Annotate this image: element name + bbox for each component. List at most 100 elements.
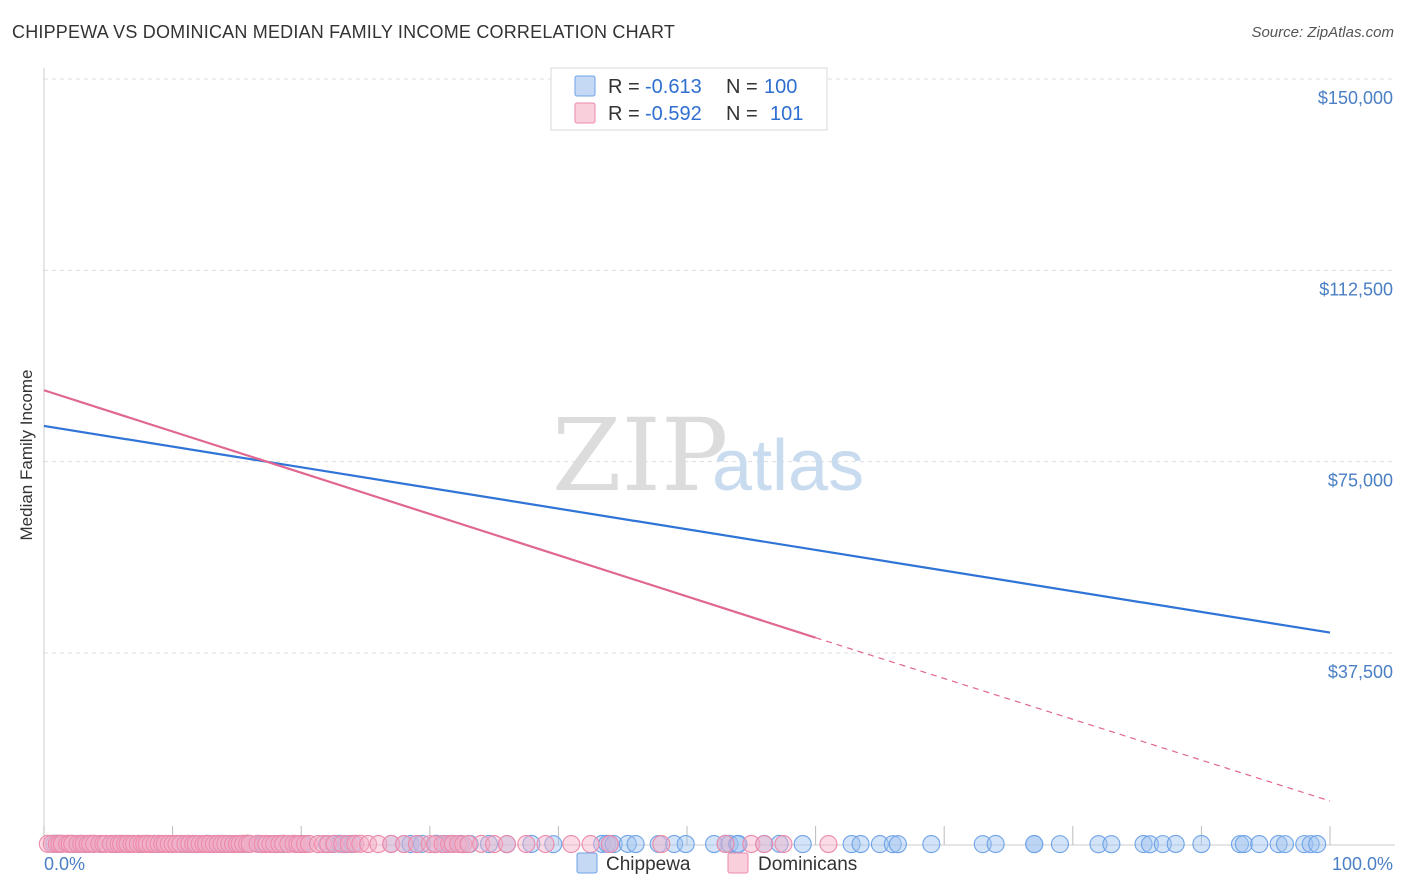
chippewa-point bbox=[1050, 835, 1069, 854]
chippewa-point bbox=[1102, 835, 1121, 854]
legend-row-dominicans: R = -0.592 N = 101 bbox=[574, 102, 803, 125]
dominican-point bbox=[581, 835, 600, 854]
bottom-legend-label-chippewa: Chippewa bbox=[606, 854, 691, 875]
legend-n-value: 100 bbox=[764, 76, 797, 98]
chippewa-point bbox=[851, 835, 870, 854]
bottom-legend: Chippewa Dominicans bbox=[576, 852, 857, 875]
chippewa-point bbox=[1192, 834, 1211, 854]
dominican-trend-line bbox=[43, 389, 816, 639]
legend: R = -0.613 N = 100 R = -0.592 N = 101 bbox=[550, 67, 828, 131]
chippewa-point bbox=[729, 834, 748, 854]
chippewa-point bbox=[1250, 835, 1269, 854]
chippewa-point bbox=[618, 834, 637, 853]
y-tick-label: $150,000 bbox=[1318, 88, 1393, 108]
dominican-point bbox=[52, 834, 72, 853]
data-points bbox=[38, 834, 1327, 854]
legend-r-label: R = bbox=[608, 103, 640, 125]
chippewa-point bbox=[626, 834, 645, 854]
chippewa-point bbox=[1166, 834, 1185, 853]
dominican-point bbox=[454, 835, 473, 854]
dominican-point bbox=[346, 834, 365, 853]
y-axis-label: Median Family Income bbox=[17, 369, 36, 540]
chart-title: CHIPPEWA VS DOMINICAN MEDIAN FAMILY INCO… bbox=[12, 22, 676, 42]
dominican-point bbox=[230, 834, 249, 854]
dominican-point bbox=[449, 834, 468, 854]
chippewa-point bbox=[1140, 835, 1160, 854]
dominican-point bbox=[42, 834, 61, 853]
chippewa-point bbox=[1089, 835, 1108, 854]
chippewa-point bbox=[922, 835, 941, 854]
dominican-point bbox=[497, 835, 517, 854]
chippewa-point bbox=[888, 835, 907, 854]
dominican-point bbox=[296, 834, 315, 854]
dominican-point bbox=[774, 834, 793, 854]
chippewa-point bbox=[770, 834, 789, 853]
chippewa-point bbox=[1269, 835, 1288, 854]
dominican-point bbox=[819, 834, 838, 854]
chippewa-point bbox=[1134, 834, 1153, 854]
dominican-point bbox=[407, 834, 426, 854]
dominican-point bbox=[149, 834, 168, 853]
dominican-point bbox=[369, 835, 388, 854]
axes bbox=[43, 68, 1395, 846]
chippewa-point bbox=[883, 835, 902, 854]
chippewa-point bbox=[973, 835, 992, 854]
legend-n-label: N = bbox=[726, 76, 758, 98]
dominican-point bbox=[716, 834, 735, 853]
chippewa-point bbox=[522, 834, 541, 853]
legend-swatch-dominicans bbox=[574, 102, 596, 124]
bottom-legend-swatch-chippewa bbox=[576, 852, 598, 874]
trend-lines bbox=[43, 389, 1331, 802]
bottom-legend-label-dominicans: Dominicans bbox=[758, 854, 857, 875]
dominican-point bbox=[74, 834, 93, 853]
chippewa-point bbox=[479, 834, 499, 854]
y-tick-label: $37,500 bbox=[1328, 662, 1393, 682]
chart-source: Source: ZipAtlas.com bbox=[1251, 24, 1394, 41]
dominican-point bbox=[325, 834, 344, 853]
legend-r-label: R = bbox=[608, 76, 640, 98]
grid-lines bbox=[44, 78, 1395, 654]
dominican-point bbox=[652, 835, 671, 854]
chippewa-point bbox=[604, 835, 623, 854]
chippewa-point bbox=[1275, 835, 1295, 854]
dominican-point bbox=[382, 834, 401, 853]
chippewa-point bbox=[1234, 835, 1253, 854]
dominican-point bbox=[600, 834, 619, 854]
dominican-point bbox=[755, 835, 774, 854]
dominican-point bbox=[359, 834, 378, 854]
dominican-point bbox=[459, 835, 478, 854]
dominican-point bbox=[145, 834, 164, 853]
chippewa-point bbox=[1230, 835, 1250, 854]
legend-swatch-chippewa bbox=[574, 75, 596, 97]
dominican-point bbox=[333, 835, 352, 854]
y-tick-label: $112,500 bbox=[1319, 279, 1393, 299]
chippewa-point bbox=[413, 834, 432, 853]
dominican-point bbox=[319, 835, 338, 854]
watermark-zip: ZIP bbox=[552, 397, 728, 514]
dominican-point bbox=[351, 834, 370, 853]
chippewa-point bbox=[793, 835, 812, 854]
dominican-point bbox=[234, 834, 253, 853]
dominican-point bbox=[220, 834, 239, 854]
dominican-point bbox=[517, 834, 536, 854]
chippewa-point bbox=[1308, 835, 1327, 854]
bottom-legend-swatch-dominicans bbox=[727, 852, 749, 874]
dominican-point bbox=[443, 834, 462, 853]
dominican-point bbox=[395, 835, 414, 854]
dominican-point bbox=[562, 834, 581, 854]
chippewa-point bbox=[1025, 835, 1044, 854]
legend-box bbox=[550, 67, 828, 131]
dominican-point bbox=[190, 834, 209, 854]
x-tick-label: 0.0% bbox=[44, 854, 85, 874]
legend-row-chippewa: R = -0.613 N = 100 bbox=[574, 75, 797, 98]
dominican-point bbox=[742, 834, 761, 854]
y-tick-label: $75,000 bbox=[1328, 471, 1393, 491]
chippewa-point bbox=[870, 835, 889, 854]
x-tick-label: 100.0% bbox=[1332, 854, 1393, 874]
tick-labels: $37,500 $75,000 $112,500 $150,000 0.0% 100.0% bbox=[44, 88, 1393, 874]
dominican-point bbox=[425, 835, 444, 854]
dominican-point bbox=[433, 835, 452, 854]
dominican-point bbox=[186, 834, 205, 854]
chippewa-point bbox=[1295, 835, 1314, 854]
